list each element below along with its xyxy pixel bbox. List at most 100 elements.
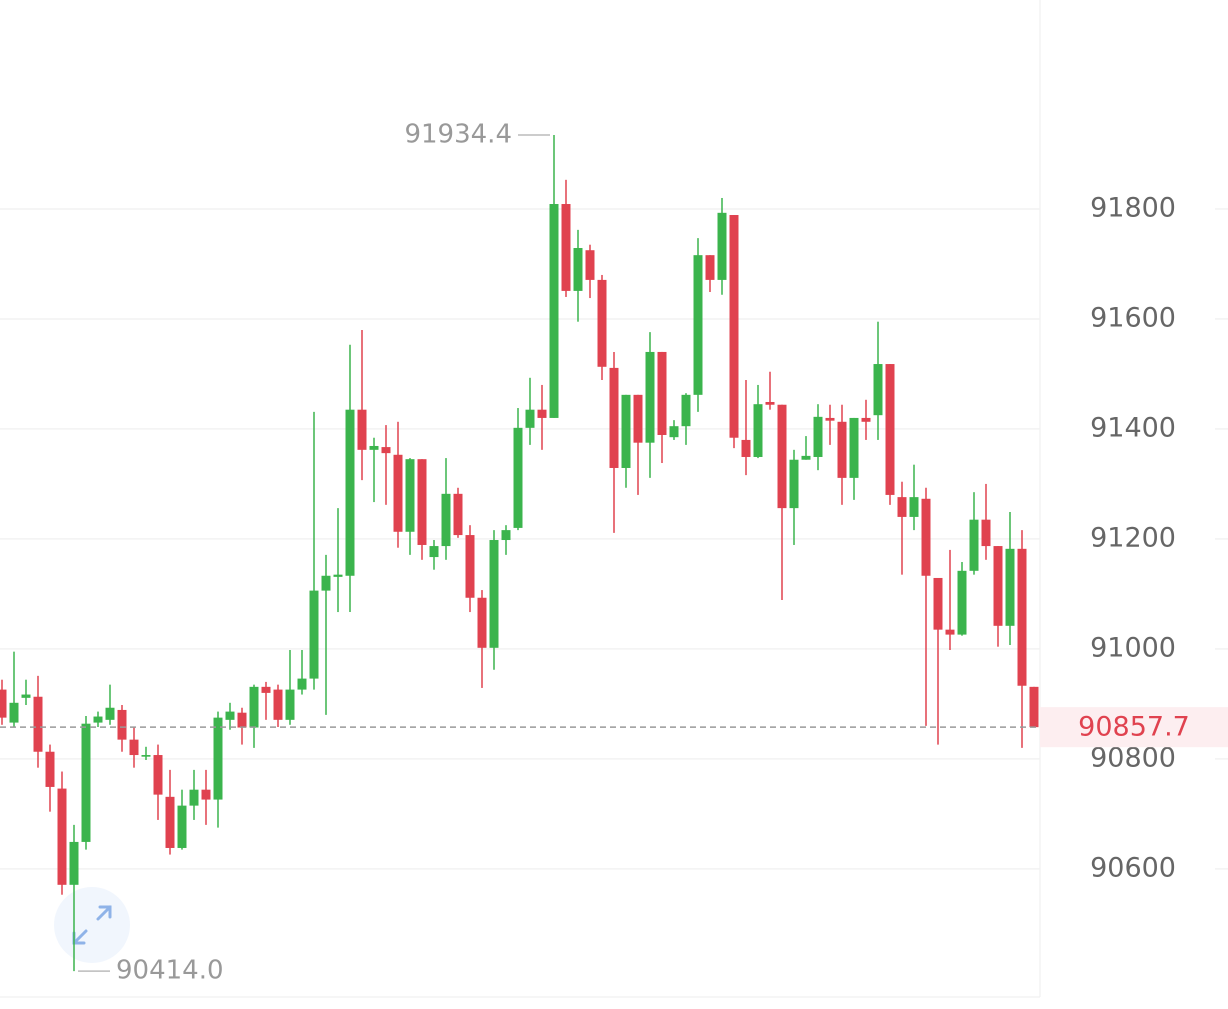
- y-tick-label: 91800: [1090, 192, 1176, 223]
- candle-body: [609, 367, 619, 468]
- candle-body: [465, 535, 475, 598]
- candle-body: [849, 417, 859, 478]
- candle-body: [717, 212, 727, 280]
- candle-body: [561, 204, 571, 291]
- candle-body: [393, 454, 403, 532]
- candle-body: [669, 426, 679, 438]
- candle-body: [93, 716, 103, 723]
- low-label: 90414.0: [116, 956, 224, 986]
- candle-body: [933, 577, 943, 630]
- high-label: 91934.4: [404, 120, 512, 150]
- candle-body: [825, 417, 835, 421]
- candle-body: [693, 255, 703, 395]
- candle-body: [357, 409, 367, 450]
- y-tick-label: 90800: [1090, 742, 1176, 773]
- candle-body: [261, 686, 271, 693]
- candle-body: [129, 739, 139, 756]
- candle-body: [585, 250, 595, 280]
- candle-body: [381, 447, 391, 454]
- candle-body: [633, 394, 643, 443]
- candle-body: [0, 689, 7, 718]
- candle-body: [801, 455, 811, 460]
- candle-body: [957, 570, 967, 635]
- y-tick-label: 91200: [1090, 522, 1176, 553]
- candle-body: [501, 530, 511, 541]
- candle-body: [33, 696, 43, 752]
- candle-body: [45, 751, 55, 787]
- candle-body: [705, 255, 715, 280]
- candle-body: [213, 717, 223, 800]
- candle-body: [405, 459, 415, 532]
- candle-body: [177, 805, 187, 848]
- candle-body: [141, 755, 151, 757]
- candle-body: [921, 498, 931, 576]
- last-price-badge: [1040, 707, 1228, 748]
- candle-body: [597, 279, 607, 367]
- candle-body: [777, 404, 787, 509]
- candle-body: [981, 519, 991, 547]
- candle-body: [117, 709, 127, 740]
- candle-body: [273, 689, 283, 720]
- candle-body: [321, 575, 331, 591]
- candle-body: [285, 689, 295, 720]
- last-price-label: 90857.7: [1078, 712, 1190, 743]
- candle-body: [369, 445, 379, 450]
- candle-body: [741, 439, 751, 457]
- candle-body: [333, 574, 343, 577]
- candle-body: [909, 497, 919, 517]
- y-tick-label: 91400: [1090, 412, 1176, 443]
- candle-body: [549, 204, 559, 418]
- candle-body: [657, 351, 667, 435]
- candle-body: [681, 394, 691, 427]
- candle-body: [429, 546, 439, 558]
- candle-body: [837, 421, 847, 478]
- candle-body: [1005, 548, 1015, 626]
- candle-body: [489, 540, 499, 648]
- candle-body: [57, 788, 67, 885]
- candle-body: [573, 248, 583, 291]
- candle-body: [753, 404, 763, 457]
- candle-body: [537, 409, 547, 418]
- candle-body: [105, 707, 115, 720]
- candle-body: [69, 841, 79, 885]
- candle-body: [513, 427, 523, 528]
- candle-body: [1029, 686, 1039, 728]
- candle-body: [345, 409, 355, 576]
- zoom-button[interactable]: [54, 887, 130, 963]
- candle-body: [789, 459, 799, 509]
- candle-body: [297, 678, 307, 690]
- candle-body: [993, 546, 1003, 626]
- candle-body: [21, 694, 31, 698]
- candle-body: [969, 519, 979, 571]
- candle-body: [153, 755, 163, 795]
- candle-body: [1017, 548, 1027, 686]
- zoom-button-bg[interactable]: [54, 887, 130, 963]
- candle-body: [621, 394, 631, 468]
- y-tick-label: 90600: [1090, 852, 1176, 883]
- candle-body: [417, 459, 427, 545]
- candle-body: [897, 497, 907, 517]
- candle-body: [861, 417, 871, 422]
- candle-body: [81, 723, 91, 842]
- candle-body: [441, 493, 451, 547]
- candle-body: [9, 702, 19, 723]
- candle-body: [885, 364, 895, 495]
- candle-body: [165, 796, 175, 848]
- candle-body: [201, 789, 211, 800]
- candle-body: [309, 590, 319, 679]
- candle-body: [249, 686, 259, 728]
- candle-body: [525, 409, 535, 428]
- candle-body: [453, 493, 463, 536]
- candle-body: [945, 629, 955, 635]
- candle-body: [477, 597, 487, 648]
- candle-body: [813, 416, 823, 457]
- candle-body: [645, 351, 655, 443]
- candle-body: [189, 789, 199, 806]
- candle-body: [873, 364, 883, 416]
- candle-body: [765, 401, 775, 405]
- candle-body: [729, 215, 739, 438]
- candle-body: [237, 712, 247, 728]
- candle-body: [225, 711, 235, 720]
